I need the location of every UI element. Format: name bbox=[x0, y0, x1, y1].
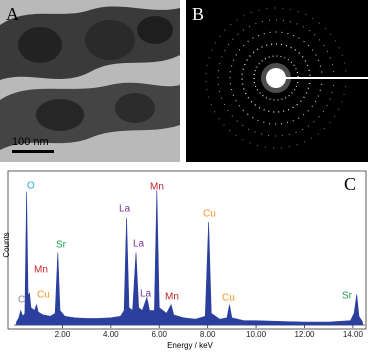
peak-label: La bbox=[119, 204, 131, 215]
peak-label: Cu bbox=[222, 293, 235, 304]
x-tick-label: 8.00 bbox=[200, 330, 216, 339]
panel-frame bbox=[7, 170, 367, 330]
panel-label: C bbox=[344, 174, 356, 194]
peak-label: Mn bbox=[34, 265, 48, 276]
peak-label: Mn bbox=[165, 292, 179, 303]
peak-label: O bbox=[27, 181, 35, 192]
peak-label: Sr bbox=[342, 291, 353, 302]
spectrum-area bbox=[16, 190, 363, 326]
x-tick-label: 2.00 bbox=[55, 330, 71, 339]
peak-label: La bbox=[140, 289, 152, 300]
x-tick-label: 10.00 bbox=[246, 330, 267, 339]
peak-label: Mn bbox=[150, 182, 164, 193]
peak-label: Sr bbox=[56, 240, 67, 251]
x-tick-label: 6.00 bbox=[151, 330, 167, 339]
peak-label: Cu bbox=[203, 209, 216, 220]
tem-image bbox=[0, 0, 180, 162]
peak-label: La bbox=[133, 239, 145, 250]
x-tick-label: 4.00 bbox=[103, 330, 119, 339]
x-axis-label: Energy / keV bbox=[167, 341, 213, 350]
x-tick-label: 14.00 bbox=[343, 330, 364, 339]
panel-label: B bbox=[192, 4, 204, 24]
y-axis-label: Counts bbox=[2, 232, 11, 257]
scale-bar-label: 100 nm bbox=[12, 136, 49, 148]
peak-label: Cu bbox=[37, 290, 50, 301]
peak-label: C bbox=[18, 295, 25, 306]
diffraction-image bbox=[186, 0, 368, 162]
panel-label: A bbox=[6, 4, 19, 24]
x-tick-label: 12.00 bbox=[294, 330, 315, 339]
